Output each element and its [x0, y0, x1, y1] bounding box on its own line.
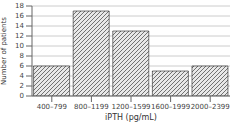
svg-text:1200–1599: 1200–1599 [111, 103, 150, 111]
svg-text:6: 6 [20, 62, 25, 70]
svg-text:800–1199: 800–1199 [74, 103, 109, 111]
svg-text:Number of patients: Number of patients [8, 17, 9, 85]
svg-text:0: 0 [20, 92, 24, 100]
svg-text:14: 14 [15, 22, 24, 30]
svg-text:2000–2399: 2000–2399 [191, 103, 228, 111]
svg-text:16: 16 [15, 12, 24, 20]
svg-text:12: 12 [15, 32, 24, 40]
svg-text:8: 8 [20, 52, 24, 60]
svg-text:18: 18 [15, 2, 24, 10]
svg-text:iPTH (pg/mL): iPTH (pg/mL) [105, 113, 157, 122]
svg-text:1600–1999: 1600–1999 [151, 103, 190, 111]
svg-text:2: 2 [20, 82, 24, 90]
svg-text:400–799: 400–799 [37, 103, 67, 111]
svg-text:4: 4 [20, 72, 25, 80]
svg-text:10: 10 [15, 42, 24, 50]
